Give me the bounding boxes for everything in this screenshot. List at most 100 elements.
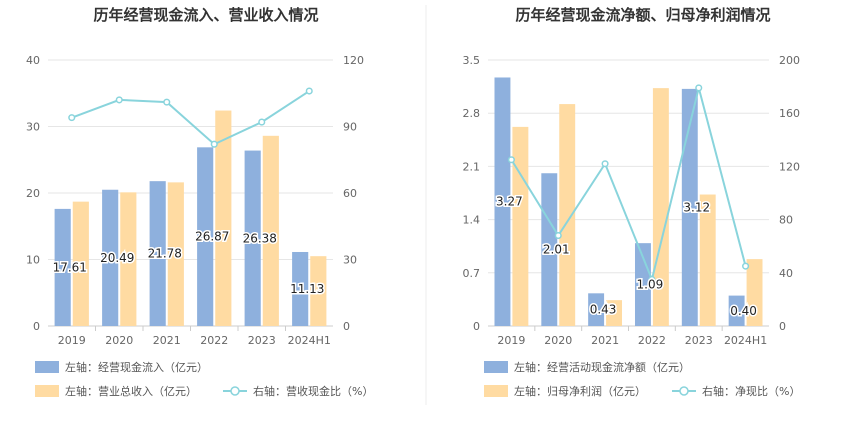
chart-2-line-point xyxy=(507,156,515,164)
chart-1-bar-series-2 xyxy=(72,201,89,326)
chart-1-x-tick-label: 2020 xyxy=(105,334,133,347)
chart-2-bar-series-2 xyxy=(652,88,669,327)
chart-1-data-label: 20.49 xyxy=(100,251,134,265)
chart-2-y-right-tick-label: 80 xyxy=(779,214,793,227)
chart-2-y-right-tick-label: 160 xyxy=(779,107,800,120)
chart-1-data-label: 11.13 xyxy=(290,282,324,296)
chart-1-y-right-tick-label: 90 xyxy=(343,121,357,134)
chart-2-x-tick-label: 2022 xyxy=(638,334,666,347)
chart-2-bar-series-1 xyxy=(588,293,605,326)
chart-1-line-point xyxy=(163,98,171,106)
chart-2-data-label: 3.27 xyxy=(496,195,523,209)
chart-2-y-left-tick-label: 2.1 xyxy=(463,160,481,173)
chart-2-line-point xyxy=(554,232,562,240)
chart-2-legend-label-3: 右轴：净现比（%） xyxy=(702,384,800,398)
chart-2-data-label: 3.12 xyxy=(683,200,710,214)
chart-1-y-left-tick-label: 0 xyxy=(33,320,40,333)
chart-2-title: 历年经营现金流净额、归母净利润情况 xyxy=(515,6,770,24)
chart-1-y-left-tick-label: 10 xyxy=(26,254,40,267)
chart-1-bar-series-1 xyxy=(102,189,119,326)
chart-2-bar-series-1 xyxy=(634,243,651,326)
chart-2-bar-series-2 xyxy=(606,300,623,326)
chart-1-bar-series-2 xyxy=(310,256,327,326)
chart-1-bar-series-1 xyxy=(197,147,214,326)
chart-1-bar-series-2 xyxy=(167,182,184,326)
chart-2-bar-series-1 xyxy=(494,77,511,326)
chart-1-x-tick-label: 2022 xyxy=(200,334,228,347)
chart-2-x-tick-label: 2024H1 xyxy=(724,334,767,347)
chart-1-y-left-tick-label: 40 xyxy=(26,54,40,67)
chart-1-y-right-tick-label: 0 xyxy=(343,320,350,333)
chart-2-bar-series-2 xyxy=(559,104,576,326)
chart-2-line-point xyxy=(742,262,750,270)
chart-1-line-point xyxy=(258,118,266,126)
chart-2-bar-series-1 xyxy=(541,173,558,326)
chart-1-bar-series-1 xyxy=(149,181,166,326)
chart-2-legend-label-1: 左轴：经营活动现金流净额（亿元） xyxy=(514,360,690,374)
chart-2-data-label: 0.43 xyxy=(590,303,617,317)
chart-1-bar-series-1 xyxy=(292,251,309,326)
chart-2-bar-series-2 xyxy=(746,259,763,326)
chart-1-data-label: 17.61 xyxy=(53,260,87,274)
chart-1-y-left-tick-label: 20 xyxy=(26,187,40,200)
chart-2-line-point xyxy=(601,160,609,168)
chart-2-y-left-tick-label: 0.7 xyxy=(463,267,481,280)
chart-1-data-label: 26.38 xyxy=(243,231,277,245)
chart-1-data-label: 26.87 xyxy=(195,230,229,244)
chart-2-y-right-tick-label: 40 xyxy=(779,267,793,280)
chart-1-line-point xyxy=(115,96,123,104)
chart-2-legend-label-2: 左轴：归母净利润（亿元） xyxy=(514,384,646,398)
chart-1-bar-series-1 xyxy=(244,150,261,326)
chart-2-y-left-tick-label: 1.4 xyxy=(463,214,481,227)
chart-2-y-left-tick-label: 3.5 xyxy=(463,54,481,67)
chart-1-bar-series-2 xyxy=(120,192,137,326)
chart-1-y-left-tick-label: 30 xyxy=(26,121,40,134)
chart-1-x-tick-label: 2023 xyxy=(248,334,276,347)
chart-2-y-right-tick-label: 120 xyxy=(779,160,800,173)
chart-1-bar-series-1 xyxy=(54,208,71,326)
chart-1-legend-label-2: 左轴：营业总收入（亿元） xyxy=(65,384,197,398)
chart-2-bar-series-1 xyxy=(681,88,698,326)
chart-1-legend-marker-3 xyxy=(230,386,240,396)
chart-1-y-right-tick-label: 120 xyxy=(343,54,364,67)
chart-2-data-label: 2.01 xyxy=(543,243,570,257)
chart-1-x-tick-label: 2019 xyxy=(58,334,86,347)
chart-2-legend-marker-3 xyxy=(679,386,689,396)
chart-1-line-series-3 xyxy=(71,90,310,146)
chart-2-legend-swatch-1 xyxy=(484,361,508,373)
chart-2-y-left-tick-label: 2.8 xyxy=(463,107,481,120)
chart-2-y-left-tick-label: 0 xyxy=(473,320,480,333)
chart-1-x-tick-label: 2021 xyxy=(153,334,181,347)
chart-1-legend-label-3: 右轴：营收现金比（%） xyxy=(253,384,373,398)
chart-2-y-right-tick-label: 0 xyxy=(779,320,786,333)
chart-1-legend-label-1: 左轴：经营现金流入（亿元） xyxy=(65,360,208,374)
chart-2-x-tick-label: 2021 xyxy=(591,334,619,347)
chart-2-bar-series-2 xyxy=(512,126,529,326)
chart-1-bar-series-2 xyxy=(262,135,279,326)
chart-1-legend-swatch-1 xyxy=(35,361,59,373)
chart-1-x-tick-label: 2024H1 xyxy=(288,334,331,347)
chart-2-data-label: 0.40 xyxy=(730,304,757,318)
chart-1-line-point xyxy=(68,114,76,122)
chart-1-data-label: 21.78 xyxy=(148,247,182,261)
chart-2-bar-series-1 xyxy=(728,295,745,326)
chart-2-x-tick-label: 2023 xyxy=(685,334,713,347)
chart-1-y-right-tick-label: 30 xyxy=(343,254,357,267)
chart-1-bar-series-2 xyxy=(215,110,232,326)
chart-2-line-point xyxy=(648,275,656,284)
chart-2-bar-series-2 xyxy=(699,194,716,326)
chart-2-data-label: 1.09 xyxy=(637,278,664,292)
chart-1-title: 历年经营现金流入、营业收入情况 xyxy=(93,6,318,24)
chart-1-legend-swatch-2 xyxy=(35,385,59,397)
chart-2-line-point xyxy=(695,84,703,92)
chart-1-line-point xyxy=(305,87,313,95)
chart-2-x-tick-label: 2020 xyxy=(544,334,572,347)
chart-2-line-series-3 xyxy=(510,87,747,283)
chart-1-y-right-tick-label: 60 xyxy=(343,187,357,200)
chart-2-y-right-tick-label: 200 xyxy=(779,54,800,67)
chart-2-x-tick-label: 2019 xyxy=(497,334,525,347)
chart-2-legend-swatch-2 xyxy=(484,385,508,397)
chart-1-line-point xyxy=(210,140,218,148)
